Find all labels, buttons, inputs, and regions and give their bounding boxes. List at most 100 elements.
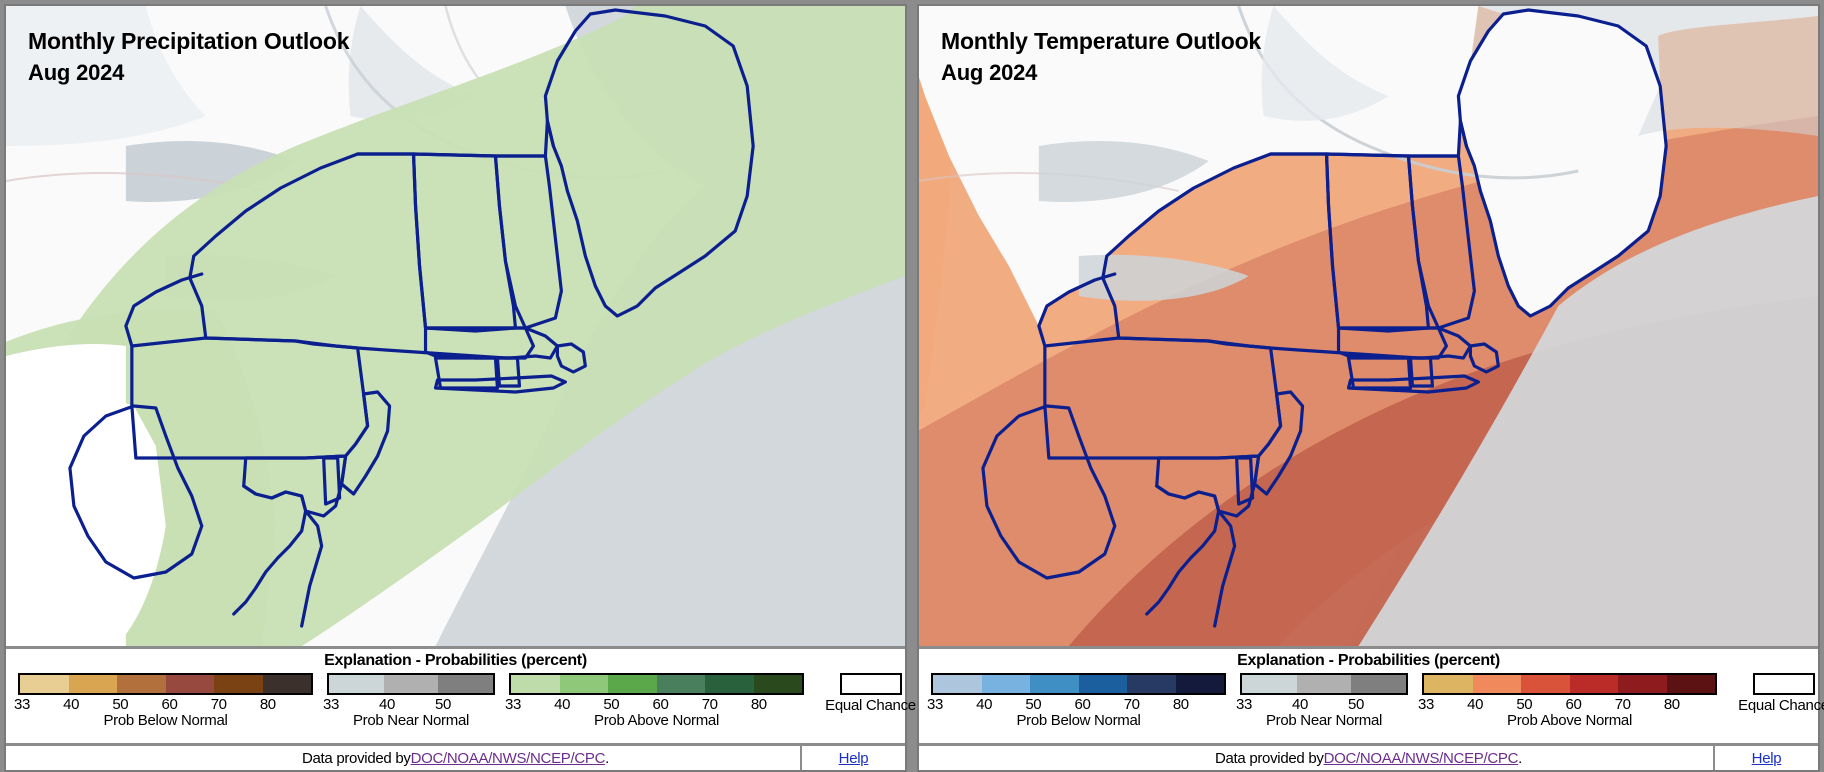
- tick-label: 80: [1172, 696, 1189, 713]
- temperature-map[interactable]: Monthly Temperature Outlook Aug 2024: [919, 6, 1818, 646]
- swatch-near-33: [1242, 675, 1297, 693]
- swatch-below-33: [933, 675, 982, 693]
- legend-caption-equal-chance: Equal Chance: [1738, 697, 1824, 714]
- precipitation-legend: Explanation - Probabilities (percent): [6, 646, 916, 770]
- colorbar-below-normal: [931, 673, 1226, 695]
- swatch-below-40: [981, 675, 1030, 693]
- tick-label: 70: [1614, 696, 1631, 713]
- tick-label: 60: [1565, 696, 1582, 713]
- ticks-above-normal: 33 40 50 60 70 80: [505, 696, 804, 713]
- tick-label: 50: [1025, 696, 1042, 713]
- tick-label: 60: [161, 696, 178, 713]
- tick-label: 33: [505, 696, 521, 713]
- tick-label: 40: [1467, 696, 1484, 713]
- help-link[interactable]: Help: [838, 749, 869, 767]
- legend-group-prob-below-normal: 33 40 50 60 70 80 Prob Below Normal: [14, 673, 313, 729]
- swatch-above-80: [1666, 675, 1715, 693]
- help-link[interactable]: Help: [1751, 749, 1782, 767]
- tick-label: 50: [603, 696, 620, 713]
- tick-label: 80: [750, 696, 767, 713]
- swatch-above-40: [559, 675, 608, 693]
- swatch-above-80: [753, 675, 802, 693]
- colorbar-equal-chance: [1752, 673, 1815, 695]
- swatch-above-40: [1472, 675, 1521, 693]
- tick-label: 80: [1663, 696, 1680, 713]
- tick-label: 33: [14, 696, 30, 713]
- swatch-near-33: [329, 675, 384, 693]
- swatch-below-60: [1078, 675, 1127, 693]
- tick-label: 50: [435, 696, 451, 713]
- legend-group-equal-chance: Equal Chance: [818, 673, 923, 714]
- credit-suffix: .: [1518, 749, 1523, 767]
- swatch-above-33: [511, 675, 560, 693]
- swatch-below-50: [117, 675, 166, 693]
- legend-heading: Explanation - Probabilities (percent): [324, 652, 587, 669]
- ticks-above-normal: 33 40 50 60 70 80: [1418, 696, 1717, 713]
- legend-group-prob-above-normal: 33 40 50 60 70 80 Prob Above Normal: [1418, 673, 1717, 729]
- swatch-below-80: [262, 675, 311, 693]
- credit-suffix: .: [605, 749, 610, 767]
- legend-caption-equal-chance: Equal Chance: [825, 697, 916, 714]
- swatch-above-70: [705, 675, 754, 693]
- swatch-below-50: [1030, 675, 1079, 693]
- legend-caption-near-normal: Prob Near Normal: [1265, 712, 1383, 729]
- data-source-link[interactable]: DOC/NOAA/NWS/NCEP/CPC: [1323, 749, 1519, 767]
- precipitation-footer: Data provided by DOC/NOAA/NWS/NCEP/CPC. …: [6, 743, 905, 770]
- tick-label: 70: [1123, 696, 1140, 713]
- tick-label: 33: [323, 696, 339, 713]
- swatch-below-33: [20, 675, 69, 693]
- temperature-legend: Explanation - Probabilities (percent): [919, 646, 1824, 770]
- legend-group-equal-chance: Equal Chance: [1731, 673, 1824, 714]
- legend-groups: 33 40 50 60 70 80 Prob Below Normal: [927, 673, 1824, 729]
- colorbar-above-normal: [509, 673, 804, 695]
- swatch-above-60: [656, 675, 705, 693]
- legend-heading: Explanation - Probabilities (percent): [1237, 652, 1500, 669]
- tick-label: 33: [1418, 696, 1434, 713]
- colorbar-near-normal: [327, 673, 495, 695]
- precipitation-map-graphic: [6, 6, 905, 646]
- tick-label: 40: [379, 696, 395, 713]
- tick-label: 40: [554, 696, 571, 713]
- swatch-near-50: [438, 675, 494, 693]
- tick-label: 60: [652, 696, 669, 713]
- swatch-near-50: [1351, 675, 1407, 693]
- data-source-link[interactable]: DOC/NOAA/NWS/NCEP/CPC: [410, 749, 606, 767]
- swatch-near-40: [383, 675, 439, 693]
- ticks-below-normal: 33 40 50 60 70 80: [927, 696, 1226, 713]
- ticks-near-normal: 33 40 50: [323, 696, 495, 713]
- swatch-below-40: [68, 675, 117, 693]
- temperature-map-graphic: [919, 6, 1818, 646]
- tick-label: 40: [63, 696, 80, 713]
- temperature-panel: Monthly Temperature Outlook Aug 2024 Exp…: [917, 4, 1824, 772]
- legend-caption-below-normal: Prob Below Normal: [1016, 712, 1141, 729]
- tick-label: 33: [1236, 696, 1252, 713]
- tick-label: 80: [259, 696, 276, 713]
- swatch-below-80: [1175, 675, 1224, 693]
- credit-prefix: Data provided by: [1214, 749, 1324, 767]
- legend-group-prob-near-normal: 33 40 50 Prob Near Normal: [323, 673, 495, 729]
- tick-label: 50: [112, 696, 129, 713]
- tick-label: 40: [1292, 696, 1308, 713]
- swatch-above-33: [1424, 675, 1473, 693]
- swatch-below-60: [165, 675, 214, 693]
- precipitation-panel: Monthly Precipitation Outlook Aug 2024 E…: [4, 4, 916, 772]
- legend-caption-above-normal: Prob Above Normal: [594, 712, 719, 729]
- legend-group-prob-above-normal: 33 40 50 60 70 80 Prob Above Normal: [505, 673, 804, 729]
- credit-prefix: Data provided by: [301, 749, 411, 767]
- swatch-above-50: [1521, 675, 1570, 693]
- help-cell: Help: [800, 746, 905, 770]
- help-cell: Help: [1713, 746, 1818, 770]
- swatch-below-70: [1127, 675, 1176, 693]
- swatch-above-70: [1618, 675, 1667, 693]
- legend-caption-near-normal: Prob Near Normal: [352, 712, 470, 729]
- precipitation-map[interactable]: Monthly Precipitation Outlook Aug 2024: [6, 6, 905, 646]
- legend-group-prob-near-normal: 33 40 50 Prob Near Normal: [1236, 673, 1408, 729]
- colorbar-above-normal: [1422, 673, 1717, 695]
- swatch-above-50: [608, 675, 657, 693]
- tick-label: 33: [927, 696, 943, 713]
- swatch-above-60: [1569, 675, 1618, 693]
- legend-group-prob-below-normal: 33 40 50 60 70 80 Prob Below Normal: [927, 673, 1226, 729]
- tick-label: 60: [1074, 696, 1091, 713]
- colorbar-equal-chance: [839, 673, 902, 695]
